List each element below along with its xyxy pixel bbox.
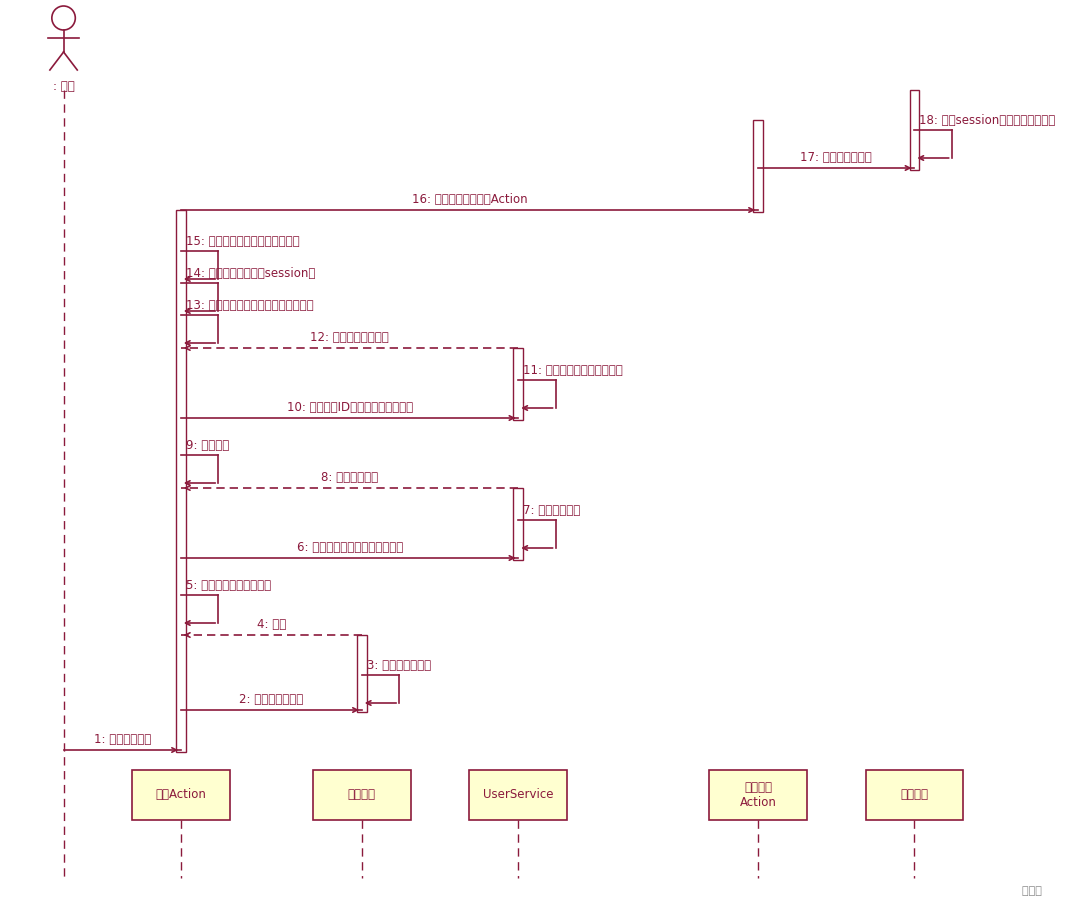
Text: 14: 将用户信息存储到session中: 14: 将用户信息存储到session中 xyxy=(186,267,316,280)
Text: 16: 重定向至系统首页Action: 16: 重定向至系统首页Action xyxy=(411,193,527,206)
Text: 15: 将用户登录信息记入日志文件: 15: 将用户登录信息记入日志文件 xyxy=(186,235,299,248)
Bar xyxy=(753,120,763,212)
Text: 3: 输入账号、密码: 3: 输入账号、密码 xyxy=(367,659,431,672)
Text: 登录页面: 登录页面 xyxy=(348,788,375,802)
Bar xyxy=(357,635,367,712)
Text: 6: 根据帐号、密码查找用户列表: 6: 根据帐号、密码查找用户列表 xyxy=(296,541,403,554)
Text: 17: 转发到系统首页: 17: 转发到系统首页 xyxy=(801,151,872,164)
Text: 11: 查询用户对应的角色列表: 11: 查询用户对应的角色列表 xyxy=(523,364,623,377)
Text: : 用户: : 用户 xyxy=(53,80,75,93)
Bar xyxy=(312,770,411,820)
Text: 亿速云: 亿速云 xyxy=(1014,886,1042,896)
Text: 12: 返回用户角色列表: 12: 返回用户角色列表 xyxy=(310,331,390,344)
Bar xyxy=(132,770,230,820)
Text: 7: 查询用户列表: 7: 查询用户列表 xyxy=(523,504,580,517)
Text: 系统首页
Action: 系统首页 Action xyxy=(740,781,777,809)
Bar xyxy=(513,488,523,560)
Text: 5: 获取输入的账号、密码: 5: 获取输入的账号、密码 xyxy=(186,579,271,592)
Text: 登录Action: 登录Action xyxy=(155,788,206,802)
Text: 2: 转发到登录页面: 2: 转发到登录页面 xyxy=(240,693,304,706)
Text: 8: 返回用户列表: 8: 返回用户列表 xyxy=(321,471,379,484)
Text: UserService: UserService xyxy=(483,788,553,802)
Bar xyxy=(709,770,807,820)
Text: 4: 登录: 4: 登录 xyxy=(257,618,286,631)
Bar xyxy=(866,770,963,820)
Text: 13: 将用户角色列表设置到用户对象中: 13: 将用户角色列表设置到用户对象中 xyxy=(186,299,314,312)
Text: 1: 访问登录页面: 1: 访问登录页面 xyxy=(93,733,151,746)
Text: 9: 获取用户: 9: 获取用户 xyxy=(186,439,229,452)
Bar xyxy=(176,210,186,752)
Bar xyxy=(470,770,567,820)
Bar xyxy=(909,90,919,170)
Text: 18: 取出session中用户信息并显示: 18: 取出session中用户信息并显示 xyxy=(919,114,1056,127)
Bar xyxy=(513,348,523,420)
Text: 10: 根据用户ID查找用户对应的角色: 10: 根据用户ID查找用户对应的角色 xyxy=(286,401,412,414)
Text: 系统首页: 系统首页 xyxy=(901,788,929,802)
